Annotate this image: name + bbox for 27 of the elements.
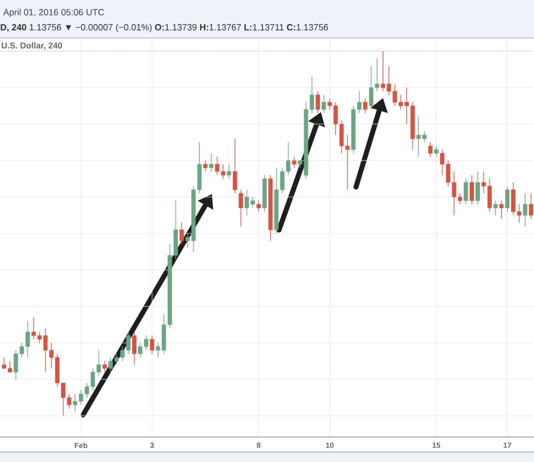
candlestick (226, 164, 232, 180)
candlestick (470, 174, 474, 205)
candlestick (150, 335, 154, 354)
candlestick (476, 171, 480, 205)
candlestick (505, 186, 510, 212)
candlestick (428, 142, 433, 158)
candlestick (292, 156, 296, 168)
chart-title: April 01, 2016 05:06 UTC (3, 8, 104, 18)
candlestick (256, 200, 261, 212)
text: U.S. Dollar, 240 (2, 42, 62, 50)
candlestick (464, 178, 468, 205)
candlestick (232, 138, 238, 194)
candlestick (238, 189, 244, 227)
text: D, 240 1.13756 ▼ −0.00007 (−0.01%) O:1.13739 H:1.13767 L:1.13711 C:1.13756 (0, 24, 328, 32)
candlestick (528, 193, 534, 220)
candlestick (209, 152, 214, 172)
candlestick (316, 90, 320, 114)
candlestick (363, 98, 368, 114)
candlestick (132, 332, 136, 366)
candlestick (493, 200, 498, 216)
candlestick (180, 222, 184, 245)
candlestick (499, 200, 504, 220)
candlestick (522, 193, 528, 227)
candlestick (322, 94, 326, 114)
candlestick (434, 146, 438, 158)
candlestick (203, 160, 208, 172)
candlestick (102, 360, 107, 372)
